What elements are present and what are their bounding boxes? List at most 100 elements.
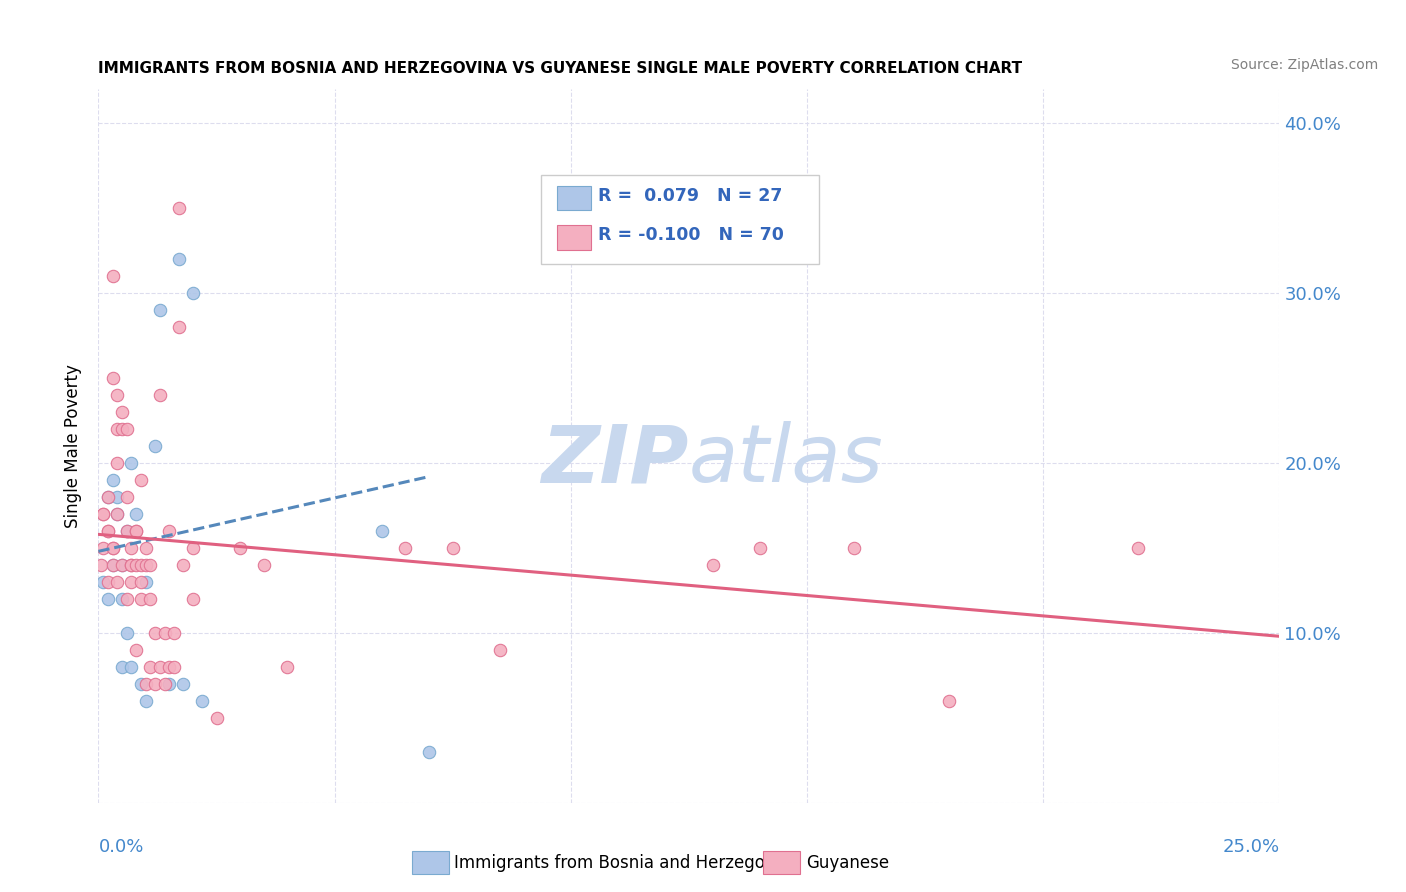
- Point: [97, 524, 120, 538]
- Point: [101, 541, 124, 555]
- Point: [129, 574, 152, 589]
- Point: [111, 558, 134, 572]
- Point: [1126, 541, 1149, 555]
- Point: [153, 677, 176, 691]
- Point: [143, 626, 166, 640]
- Point: [125, 507, 148, 521]
- Point: [125, 524, 148, 538]
- Point: [91, 507, 114, 521]
- Point: [139, 660, 162, 674]
- Point: [149, 660, 172, 674]
- Point: [115, 524, 138, 538]
- Point: [441, 541, 464, 555]
- Point: [229, 541, 252, 555]
- Point: [135, 574, 157, 589]
- FancyBboxPatch shape: [557, 186, 591, 210]
- Point: [97, 591, 120, 606]
- Point: [143, 677, 166, 691]
- Point: [167, 320, 190, 334]
- Point: [253, 558, 276, 572]
- Point: [163, 626, 186, 640]
- Point: [129, 558, 152, 572]
- Point: [181, 541, 204, 555]
- Point: [105, 490, 128, 504]
- Point: [97, 490, 120, 504]
- Point: [181, 286, 204, 301]
- Text: R =  0.079   N = 27: R = 0.079 N = 27: [598, 187, 782, 205]
- Y-axis label: Single Male Poverty: Single Male Poverty: [65, 364, 83, 528]
- Point: [125, 558, 148, 572]
- Text: Immigrants from Bosnia and Herzegovina: Immigrants from Bosnia and Herzegovina: [454, 854, 800, 871]
- Point: [276, 660, 298, 674]
- Point: [748, 541, 770, 555]
- Point: [191, 694, 214, 708]
- Point: [205, 711, 228, 725]
- Text: atlas: atlas: [689, 421, 884, 500]
- Point: [167, 201, 190, 215]
- Point: [121, 558, 143, 572]
- Point: [111, 558, 134, 572]
- Point: [129, 591, 152, 606]
- Point: [105, 574, 128, 589]
- Point: [111, 591, 134, 606]
- Point: [97, 490, 120, 504]
- Point: [129, 677, 152, 691]
- Point: [163, 660, 186, 674]
- Point: [172, 677, 194, 691]
- Text: 0.0%: 0.0%: [98, 838, 143, 856]
- Point: [135, 677, 157, 691]
- Text: IMMIGRANTS FROM BOSNIA AND HERZEGOVINA VS GUYANESE SINGLE MALE POVERTY CORRELATI: IMMIGRANTS FROM BOSNIA AND HERZEGOVINA V…: [98, 61, 1022, 76]
- Point: [157, 524, 180, 538]
- Point: [125, 643, 148, 657]
- Point: [153, 626, 176, 640]
- Text: ZIP: ZIP: [541, 421, 689, 500]
- Point: [157, 677, 180, 691]
- Point: [105, 422, 128, 436]
- Point: [101, 371, 124, 385]
- Point: [121, 660, 143, 674]
- Text: Guyanese: Guyanese: [806, 854, 889, 871]
- Point: [121, 558, 143, 572]
- Point: [167, 252, 190, 266]
- Point: [135, 541, 157, 555]
- Point: [121, 541, 143, 555]
- Point: [115, 524, 138, 538]
- Point: [143, 439, 166, 453]
- Point: [91, 541, 114, 555]
- Point: [91, 574, 114, 589]
- Point: [172, 558, 194, 572]
- Point: [702, 558, 724, 572]
- Point: [489, 643, 512, 657]
- Point: [115, 626, 138, 640]
- Point: [111, 405, 134, 419]
- Point: [97, 574, 120, 589]
- Point: [101, 558, 124, 572]
- Point: [121, 574, 143, 589]
- Point: [844, 541, 866, 555]
- Point: [91, 507, 114, 521]
- Text: 25.0%: 25.0%: [1222, 838, 1279, 856]
- Point: [111, 422, 134, 436]
- Point: [149, 303, 172, 318]
- Point: [157, 660, 180, 674]
- Point: [139, 591, 162, 606]
- Point: [105, 507, 128, 521]
- Point: [105, 507, 128, 521]
- FancyBboxPatch shape: [557, 226, 591, 250]
- Point: [115, 422, 138, 436]
- Point: [105, 388, 128, 402]
- Point: [111, 660, 134, 674]
- Text: Source: ZipAtlas.com: Source: ZipAtlas.com: [1230, 58, 1378, 72]
- Point: [97, 524, 120, 538]
- Point: [938, 694, 960, 708]
- Point: [105, 456, 128, 470]
- Point: [115, 490, 138, 504]
- Point: [418, 745, 440, 759]
- Point: [135, 558, 157, 572]
- Point: [139, 558, 162, 572]
- Point: [394, 541, 416, 555]
- Point: [121, 456, 143, 470]
- Text: R = -0.100   N = 70: R = -0.100 N = 70: [598, 227, 785, 244]
- Point: [129, 473, 152, 487]
- Point: [101, 541, 124, 555]
